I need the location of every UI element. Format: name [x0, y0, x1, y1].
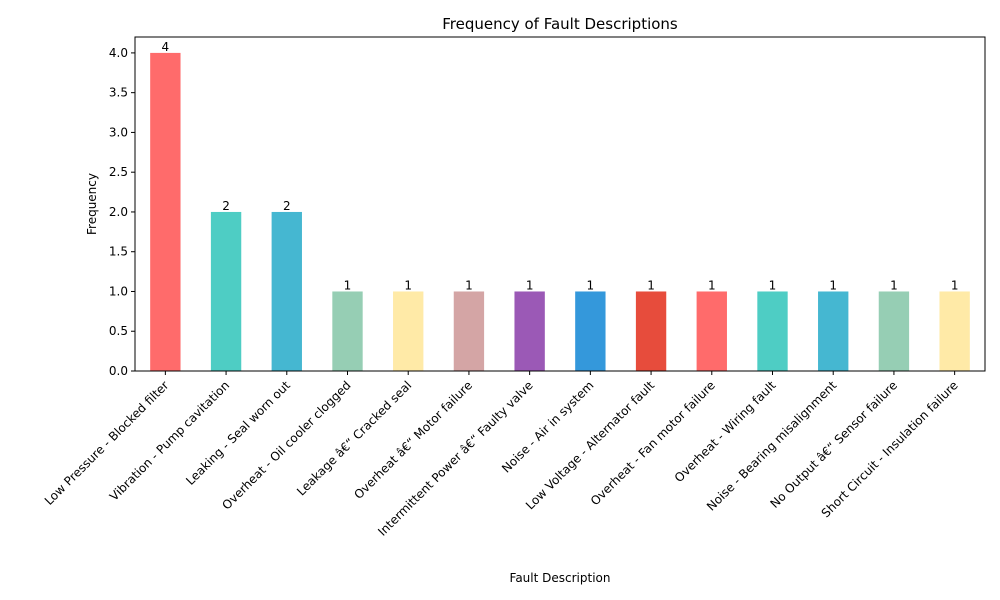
y-tick-label: 1.0 [109, 284, 128, 298]
y-tick-label: 4.0 [109, 46, 128, 60]
value-labels-group: 4 2 2 1 1 1 1 1 1 1 1 1 1 1 [162, 40, 959, 293]
bar [514, 291, 545, 371]
y-axis: 0.0 0.5 1.0 1.5 2.0 2.5 3.0 3.5 4.0 [109, 46, 135, 378]
bar [271, 211, 302, 371]
data-label: 2 [222, 199, 230, 213]
bar [210, 211, 242, 371]
y-tick-label: 3.0 [109, 125, 128, 139]
chart-title: Frequency of Fault Descriptions [442, 15, 678, 33]
y-tick-label: 3.5 [109, 86, 128, 100]
y-tick-label: 2.5 [109, 165, 128, 179]
data-label: 2 [283, 199, 291, 213]
y-tick-label: 2.0 [109, 205, 128, 219]
bar [150, 52, 181, 372]
data-label: 1 [769, 278, 777, 292]
y-tick-label: 0.0 [109, 364, 128, 378]
bar [818, 291, 849, 371]
data-label: 1 [587, 278, 595, 292]
bar [635, 291, 667, 371]
bars-group [150, 52, 970, 372]
y-axis-label: Frequency [85, 173, 99, 235]
bar [757, 291, 788, 371]
bar [575, 291, 606, 371]
bar [332, 291, 363, 371]
data-label: 1 [404, 278, 412, 292]
data-label: 1 [708, 278, 716, 292]
y-tick-label: 1.5 [109, 245, 128, 259]
data-label: 1 [951, 278, 959, 292]
bar [878, 291, 910, 371]
bar [393, 291, 424, 371]
data-label: 4 [162, 40, 170, 54]
data-label: 1 [647, 278, 655, 292]
data-label: 1 [890, 278, 898, 292]
data-label: 1 [344, 278, 352, 292]
data-label: 1 [465, 278, 473, 292]
data-label: 1 [526, 278, 534, 292]
data-label: 1 [829, 278, 837, 292]
bar [696, 291, 727, 371]
bar [939, 291, 970, 371]
y-tick-label: 0.5 [109, 324, 128, 338]
bar [453, 291, 485, 371]
plot-frame [134, 36, 986, 372]
x-axis-label: Fault Description [510, 571, 611, 585]
